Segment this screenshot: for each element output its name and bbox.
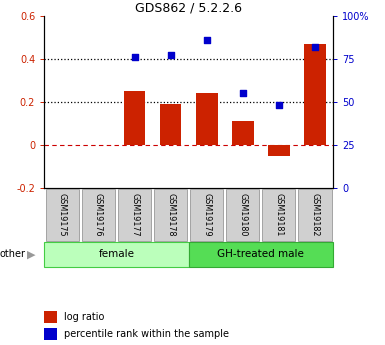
Point — [131, 54, 137, 60]
Bar — [160, 104, 181, 145]
Title: GDS862 / 5.2.2.6: GDS862 / 5.2.2.6 — [135, 1, 242, 14]
Bar — [232, 121, 254, 145]
Bar — [268, 145, 290, 156]
FancyBboxPatch shape — [154, 189, 187, 241]
Text: log ratio: log ratio — [64, 312, 105, 322]
Text: GSM19179: GSM19179 — [202, 193, 211, 237]
FancyBboxPatch shape — [262, 189, 296, 241]
Text: GSM19178: GSM19178 — [166, 193, 175, 237]
Bar — [44, 328, 57, 340]
Text: GH-treated male: GH-treated male — [218, 249, 304, 259]
FancyBboxPatch shape — [82, 189, 115, 241]
FancyBboxPatch shape — [46, 189, 79, 241]
Point — [240, 90, 246, 96]
FancyBboxPatch shape — [118, 189, 151, 241]
Text: other: other — [0, 249, 26, 259]
Text: female: female — [99, 249, 134, 259]
Bar — [124, 91, 146, 145]
FancyBboxPatch shape — [44, 242, 189, 267]
Text: ▶: ▶ — [27, 249, 35, 259]
FancyBboxPatch shape — [298, 189, 331, 241]
Text: GSM19177: GSM19177 — [130, 193, 139, 237]
Text: GSM19180: GSM19180 — [238, 193, 247, 236]
FancyBboxPatch shape — [226, 189, 259, 241]
Text: GSM19175: GSM19175 — [58, 193, 67, 237]
Point — [204, 37, 210, 42]
Text: GSM19181: GSM19181 — [275, 193, 283, 236]
Text: percentile rank within the sample: percentile rank within the sample — [64, 329, 229, 339]
Point — [276, 102, 282, 108]
FancyBboxPatch shape — [189, 242, 333, 267]
Text: GSM19176: GSM19176 — [94, 193, 103, 237]
Bar — [304, 43, 326, 145]
Bar — [44, 310, 57, 323]
Text: GSM19182: GSM19182 — [310, 193, 320, 237]
Bar — [196, 93, 218, 145]
Point — [312, 44, 318, 49]
Point — [167, 52, 174, 58]
FancyBboxPatch shape — [190, 189, 223, 241]
